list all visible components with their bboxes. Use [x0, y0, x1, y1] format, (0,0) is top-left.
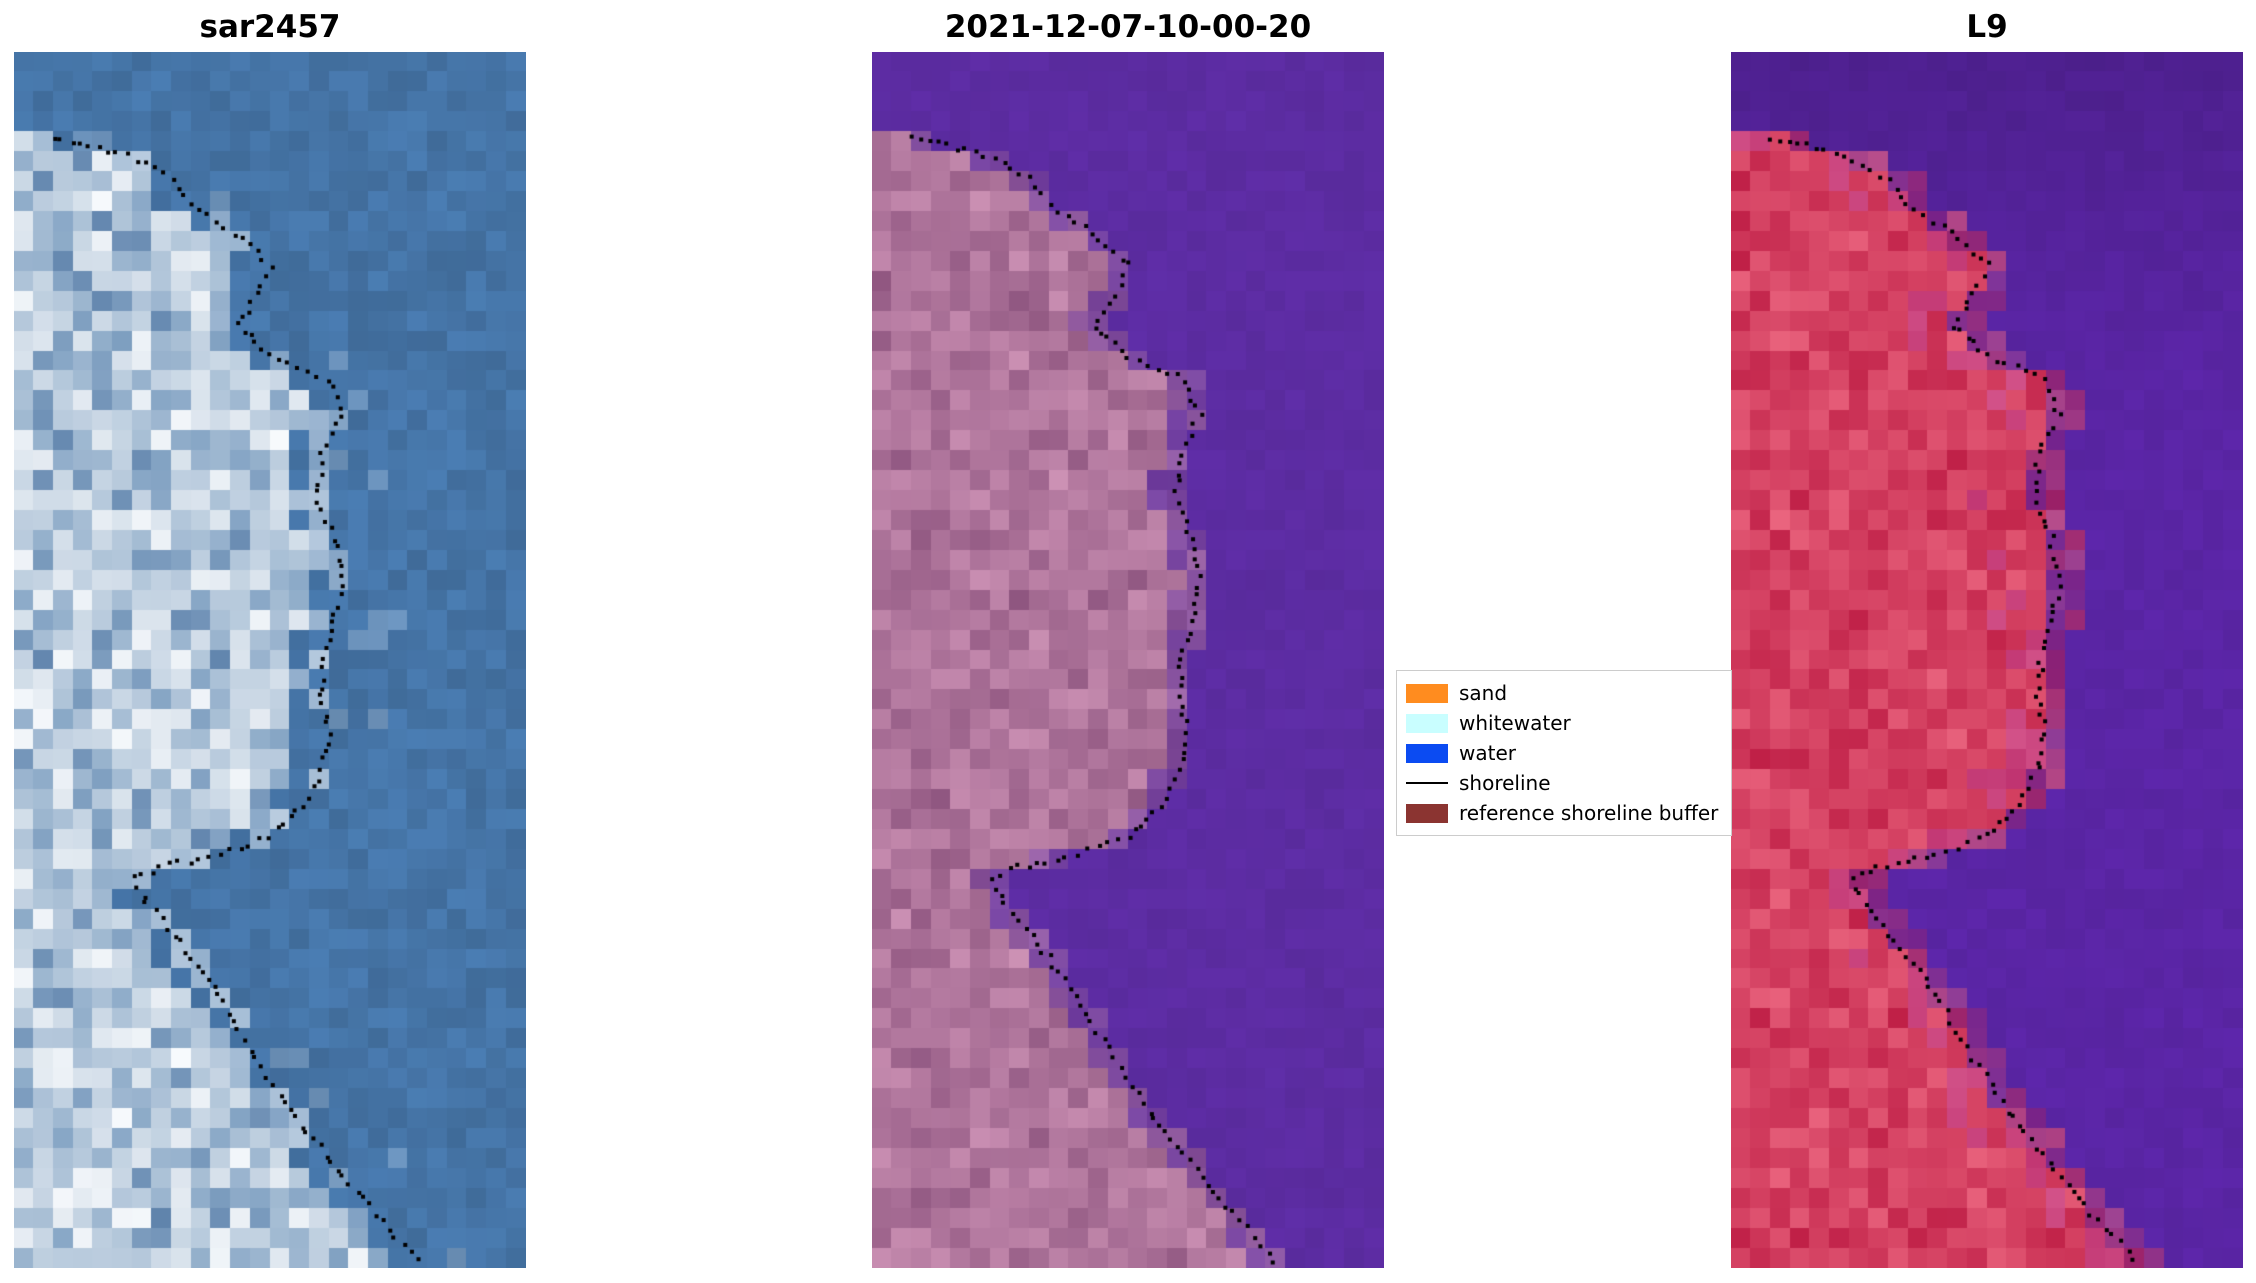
legend-row-whitewater: whitewater	[1406, 708, 1722, 738]
legend-label-whitewater: whitewater	[1459, 711, 1571, 735]
shoreline-line-swatch	[1406, 781, 1448, 785]
reference-buffer-color-swatch	[1406, 803, 1448, 823]
whitewater-color-swatch	[1406, 713, 1448, 733]
l9-panel-image	[1731, 52, 2243, 1268]
legend-label-sand: sand	[1459, 681, 1508, 705]
legend-box: sand whitewater water shoreline referenc…	[1396, 670, 1732, 836]
panel-title-classified: 2021-12-07-10-00-20	[944, 9, 1312, 45]
legend-label-shoreline: shoreline	[1459, 771, 1551, 795]
legend-row-water: water	[1406, 738, 1722, 768]
panel-title-sar: sar2457	[199, 9, 341, 45]
water-color-swatch	[1406, 743, 1448, 763]
legend-label-water: water	[1459, 741, 1516, 765]
panel-title-l9: L9	[1966, 9, 2008, 45]
legend-label-reference-buffer: reference shoreline buffer	[1459, 801, 1719, 825]
sar-panel-image	[14, 52, 526, 1268]
legend-row-sand: sand	[1406, 678, 1722, 708]
classified-panel-image	[872, 52, 1384, 1268]
sand-color-swatch	[1406, 683, 1448, 703]
legend-row-reference-buffer: reference shoreline buffer	[1406, 798, 1722, 828]
legend-row-shoreline: shoreline	[1406, 768, 1722, 798]
